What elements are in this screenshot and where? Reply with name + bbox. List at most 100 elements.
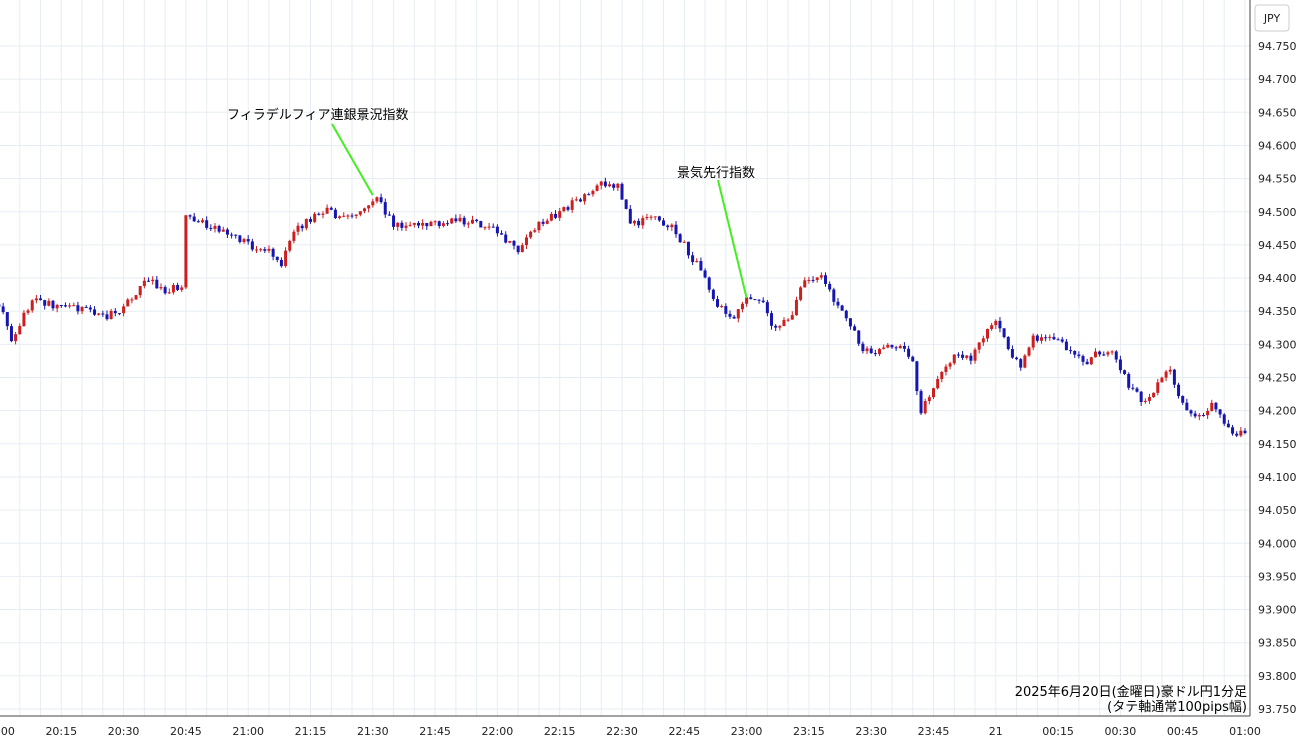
- candle-body: [1002, 328, 1006, 338]
- candle: [9, 323, 13, 343]
- candle-body: [259, 249, 263, 251]
- candle-body: [408, 224, 412, 226]
- candle: [288, 239, 292, 253]
- candle-body: [1102, 354, 1106, 356]
- candle: [176, 282, 180, 292]
- x-tick-label: 22:45: [668, 725, 700, 738]
- candle: [1089, 356, 1093, 366]
- candle: [1143, 398, 1147, 404]
- candle: [462, 215, 466, 227]
- candle-body: [292, 231, 296, 241]
- candle: [981, 335, 985, 346]
- candle: [890, 344, 894, 349]
- candle-body: [558, 211, 562, 218]
- candle-body: [101, 313, 105, 315]
- candle: [309, 216, 312, 224]
- candle-body: [666, 225, 670, 228]
- candle-body: [811, 279, 815, 281]
- candle-body: [886, 344, 890, 348]
- candle: [894, 345, 898, 352]
- candle: [14, 331, 18, 345]
- y-tick-label: 94.700: [1258, 73, 1297, 86]
- candle-body: [1123, 370, 1127, 374]
- candle-body: [1, 306, 5, 313]
- currency-badge[interactable]: [1254, 4, 1290, 32]
- candle-body: [491, 226, 495, 228]
- candle: [691, 251, 695, 266]
- candle-body: [720, 306, 724, 308]
- candle: [171, 282, 175, 295]
- candle-body: [80, 306, 84, 312]
- candle-body: [371, 201, 375, 206]
- candle-body: [508, 240, 512, 243]
- candle: [512, 239, 516, 250]
- candle-body: [155, 279, 159, 289]
- candle: [616, 182, 620, 192]
- candle-body: [354, 214, 358, 216]
- candle-body: [794, 299, 798, 316]
- candle: [250, 238, 254, 252]
- candle-body: [1181, 396, 1185, 403]
- candle: [421, 219, 425, 230]
- candle: [761, 297, 765, 303]
- candle: [815, 276, 819, 283]
- candle: [549, 211, 553, 222]
- candle-body: [1197, 415, 1201, 417]
- candle-body: [1177, 384, 1181, 397]
- candle: [653, 216, 657, 220]
- candle: [865, 346, 869, 355]
- candle-body: [1156, 382, 1160, 393]
- candle-body: [961, 354, 965, 358]
- candle: [1147, 393, 1151, 404]
- candle-body: [39, 298, 43, 301]
- candle-body: [927, 397, 931, 402]
- candle-body: [458, 217, 462, 222]
- candle-body: [819, 275, 823, 278]
- candle: [902, 342, 906, 353]
- candle: [113, 308, 117, 317]
- candle-body: [1152, 392, 1156, 398]
- candle-body: [225, 229, 229, 235]
- candle-body: [130, 299, 134, 301]
- x-tick-label: 23:30: [855, 725, 887, 738]
- candle-body: [68, 305, 72, 307]
- candle-body: [396, 222, 400, 227]
- candle: [508, 240, 512, 244]
- candle-body: [462, 217, 466, 225]
- candle: [221, 226, 225, 232]
- candle-body: [63, 305, 67, 307]
- candle: [537, 221, 541, 233]
- candle: [898, 344, 902, 349]
- candle: [479, 220, 483, 228]
- candle-body: [1060, 339, 1064, 342]
- candle: [342, 212, 346, 218]
- candle: [1031, 333, 1035, 351]
- candle: [26, 308, 30, 315]
- candle: [1048, 334, 1052, 341]
- candle-body: [271, 248, 275, 257]
- candle-body: [969, 355, 973, 361]
- x-tick-label: 22:15: [544, 725, 576, 738]
- candle: [562, 206, 566, 213]
- candle-body: [761, 300, 765, 303]
- candle: [948, 361, 952, 370]
- candle-body: [333, 209, 337, 219]
- candle: [22, 310, 26, 327]
- candle: [138, 285, 142, 298]
- x-tick-label: 00:15: [1042, 725, 1074, 738]
- x-tick-label: 23:45: [918, 725, 950, 738]
- candle: [292, 229, 296, 244]
- candle-body: [1035, 335, 1039, 341]
- candle: [142, 277, 146, 289]
- candle: [765, 299, 769, 317]
- candle: [1015, 356, 1019, 361]
- candle-body: [940, 371, 944, 380]
- candle: [961, 350, 965, 361]
- candle-body: [221, 229, 225, 232]
- candle-body: [400, 222, 404, 228]
- candle: [263, 246, 267, 254]
- candle: [130, 297, 134, 304]
- candle-body: [1044, 337, 1048, 339]
- candle-body: [404, 225, 408, 228]
